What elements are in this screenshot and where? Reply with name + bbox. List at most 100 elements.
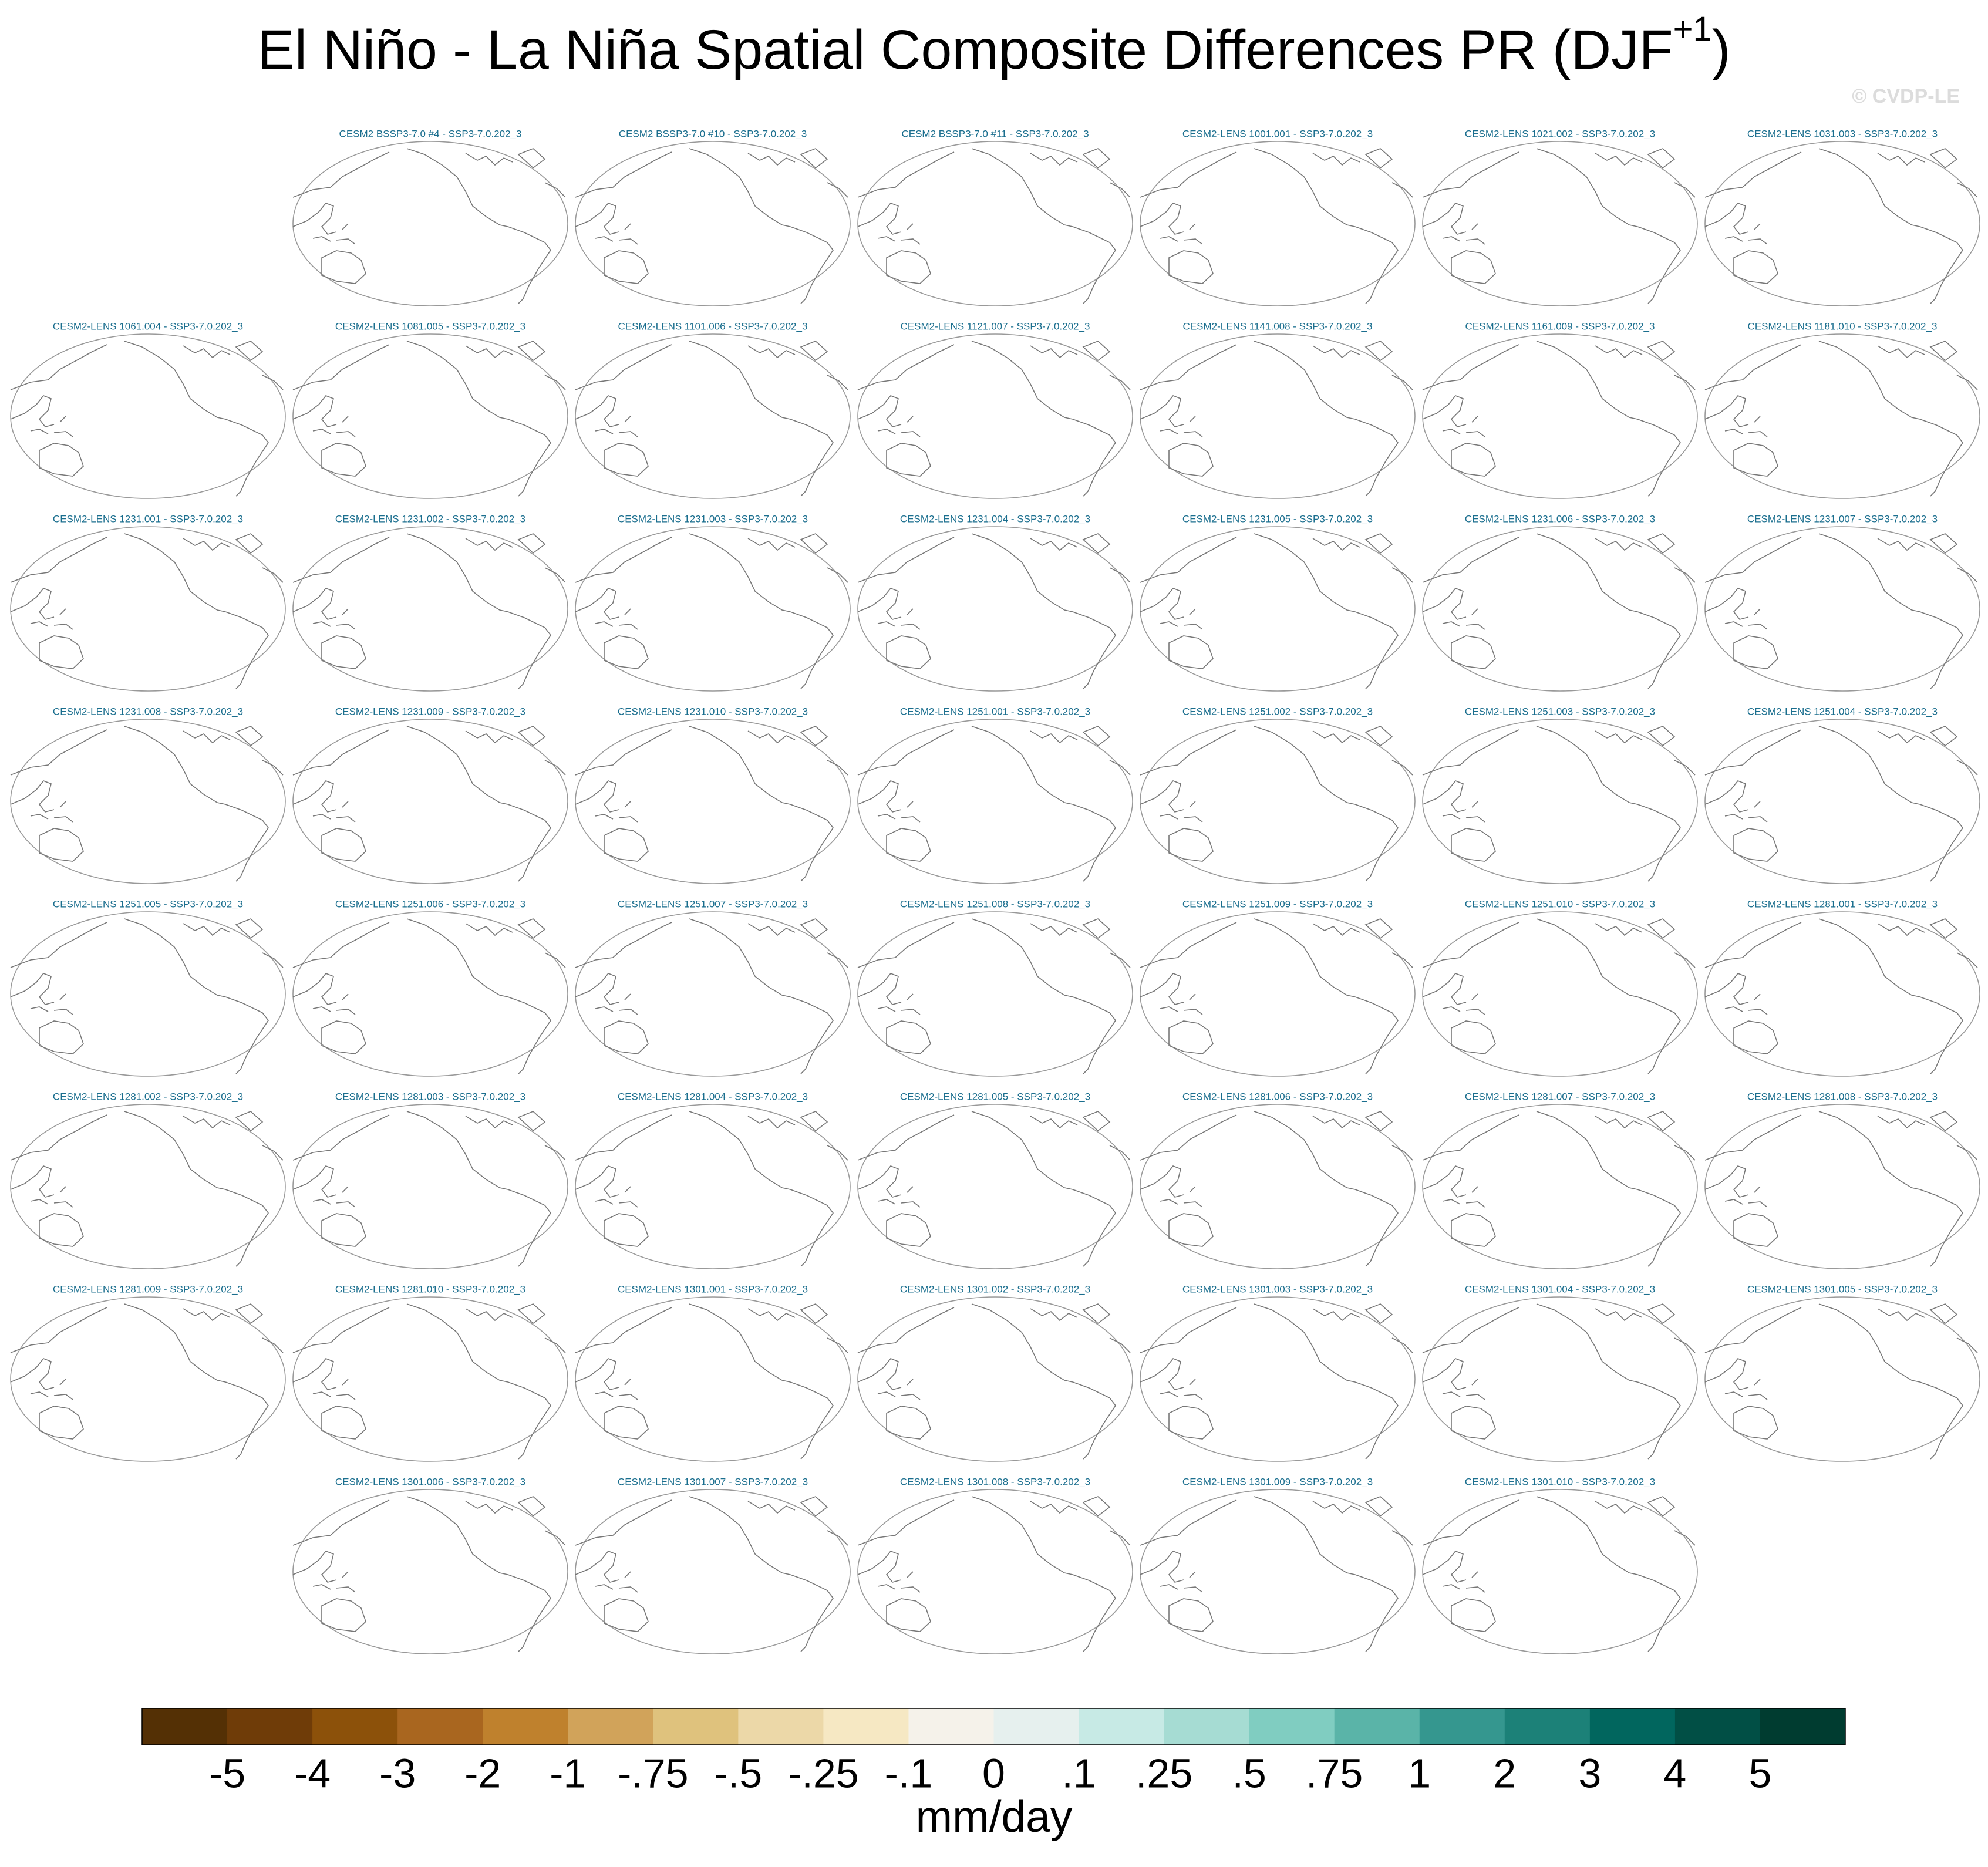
map-panel: CESM2 BSSP3-7.0 #11 - SSP3-7.0.202_3 — [857, 128, 1133, 306]
colorbar-tick-label: -5 — [209, 1750, 245, 1796]
map — [292, 719, 568, 884]
colorbar-box — [823, 1708, 909, 1745]
panel-title: CESM2-LENS 1021.002 - SSP3-7.0.202_3 — [1465, 128, 1655, 139]
map-panel: CESM2-LENS 1061.004 - SSP3-7.0.202_3 — [10, 321, 286, 499]
colorbar-tick-label: .1 — [1062, 1750, 1096, 1796]
map-panel: CESM2-LENS 1141.008 - SSP3-7.0.202_3 — [1140, 321, 1416, 499]
watermark: © CVDP-LE — [1852, 85, 1960, 107]
panel-title: CESM2-LENS 1121.007 - SSP3-7.0.202_3 — [901, 321, 1090, 332]
panel-title: CESM2-LENS 1251.006 - SSP3-7.0.202_3 — [335, 898, 525, 909]
map-panel: CESM2-LENS 1231.010 - SSP3-7.0.202_3 — [575, 706, 851, 884]
panel-title: CESM2-LENS 1231.008 - SSP3-7.0.202_3 — [53, 706, 243, 717]
colorbar-tick-label: 4 — [1663, 1750, 1686, 1796]
colorbar-tick-label: -4 — [294, 1750, 331, 1796]
panel-title: CESM2-LENS 1301.001 - SSP3-7.0.202_3 — [618, 1283, 808, 1295]
map — [1422, 911, 1698, 1077]
colorbar-tick-label: -3 — [379, 1750, 416, 1796]
map — [10, 1104, 286, 1269]
map — [857, 526, 1133, 692]
panel-title: CESM2-LENS 1281.002 - SSP3-7.0.202_3 — [53, 1091, 243, 1102]
colorbar-box — [1419, 1708, 1505, 1745]
colorbar-box — [568, 1708, 653, 1745]
panel-title: CESM2 BSSP3-7.0 #4 - SSP3-7.0.202_3 — [339, 128, 522, 139]
panel-title: CESM2-LENS 1301.004 - SSP3-7.0.202_3 — [1465, 1283, 1655, 1295]
map-panel: CESM2-LENS 1231.007 - SSP3-7.0.202_3 — [1704, 513, 1980, 692]
panel-title: CESM2-LENS 1251.007 - SSP3-7.0.202_3 — [618, 898, 808, 909]
colorbar-box — [1079, 1708, 1165, 1745]
panel-title: CESM2-LENS 1231.002 - SSP3-7.0.202_3 — [335, 513, 525, 524]
colorbar-box — [227, 1708, 313, 1745]
panel-title: CESM2-LENS 1101.006 - SSP3-7.0.202_3 — [618, 321, 808, 332]
map-panel: CESM2-LENS 1251.007 - SSP3-7.0.202_3 — [575, 898, 851, 1077]
panel-title: CESM2-LENS 1251.004 - SSP3-7.0.202_3 — [1747, 706, 1938, 717]
map-panel: CESM2-LENS 1281.005 - SSP3-7.0.202_3 — [857, 1091, 1133, 1269]
panel-title: CESM2-LENS 1031.003 - SSP3-7.0.202_3 — [1747, 128, 1938, 139]
map-panel: CESM2-LENS 1281.002 - SSP3-7.0.202_3 — [10, 1091, 286, 1269]
map — [1422, 141, 1698, 306]
map — [292, 1489, 568, 1654]
map — [10, 1296, 286, 1462]
map-panel: CESM2-LENS 1281.006 - SSP3-7.0.202_3 — [1140, 1091, 1416, 1269]
colorbar-tick-label: .5 — [1232, 1750, 1266, 1796]
map-panel: CESM2-LENS 1231.002 - SSP3-7.0.202_3 — [292, 513, 568, 692]
map — [857, 1489, 1133, 1654]
colorbar-tick-label: .25 — [1135, 1750, 1192, 1796]
map — [857, 719, 1133, 884]
map-panel: CESM2 BSSP3-7.0 #4 - SSP3-7.0.202_3 — [292, 128, 568, 306]
map-panel: CESM2-LENS 1301.001 - SSP3-7.0.202_3 — [575, 1283, 851, 1462]
map-panel: CESM2-LENS 1301.005 - SSP3-7.0.202_3 — [1704, 1283, 1980, 1462]
map — [575, 1489, 851, 1654]
map-panel: CESM2-LENS 1251.004 - SSP3-7.0.202_3 — [1704, 706, 1980, 884]
map — [1140, 1296, 1416, 1462]
panel-title: CESM2-LENS 1231.005 - SSP3-7.0.202_3 — [1182, 513, 1373, 524]
map-panel: CESM2-LENS 1251.002 - SSP3-7.0.202_3 — [1140, 706, 1416, 884]
colorbar-box — [908, 1708, 994, 1745]
map-panel: CESM2-LENS 1301.007 - SSP3-7.0.202_3 — [575, 1476, 851, 1654]
colorbar-tick-label: 1 — [1408, 1750, 1431, 1796]
map-panel: CESM2-LENS 1281.001 - SSP3-7.0.202_3 — [1704, 898, 1980, 1077]
map — [857, 1104, 1133, 1269]
map — [857, 911, 1133, 1077]
map — [292, 911, 568, 1077]
map-panel: CESM2-LENS 1281.007 - SSP3-7.0.202_3 — [1422, 1091, 1698, 1269]
panel-title: CESM2-LENS 1281.010 - SSP3-7.0.202_3 — [335, 1283, 525, 1295]
colorbar-tick-label: -.25 — [788, 1750, 859, 1796]
map-panel: CESM2-LENS 1251.006 - SSP3-7.0.202_3 — [292, 898, 568, 1077]
map — [1140, 333, 1416, 499]
map-panel: CESM2-LENS 1001.001 - SSP3-7.0.202_3 — [1140, 128, 1416, 306]
map-panel: CESM2-LENS 1301.002 - SSP3-7.0.202_3 — [857, 1283, 1133, 1462]
map — [1140, 719, 1416, 884]
map-panel: CESM2-LENS 1121.007 - SSP3-7.0.202_3 — [857, 321, 1133, 499]
map-panel: CESM2-LENS 1031.003 - SSP3-7.0.202_3 — [1704, 128, 1980, 306]
map-panel: CESM2-LENS 1251.003 - SSP3-7.0.202_3 — [1422, 706, 1698, 884]
colorbar-box — [397, 1708, 483, 1745]
colorbar-tick-label: -2 — [464, 1750, 501, 1796]
map — [575, 911, 851, 1077]
panel-title: CESM2-LENS 1251.009 - SSP3-7.0.202_3 — [1182, 898, 1373, 909]
colorbar-label: mm/day — [916, 1792, 1073, 1841]
colorbar-box — [1760, 1708, 1846, 1745]
panel-title: CESM2-LENS 1301.006 - SSP3-7.0.202_3 — [335, 1476, 525, 1487]
map — [10, 911, 286, 1077]
map-panel: CESM2-LENS 1231.005 - SSP3-7.0.202_3 — [1140, 513, 1416, 692]
colorbar-box — [1249, 1708, 1335, 1745]
map — [10, 719, 286, 884]
panel-title: CESM2-LENS 1251.002 - SSP3-7.0.202_3 — [1182, 706, 1373, 717]
panel-title: CESM2-LENS 1281.008 - SSP3-7.0.202_3 — [1747, 1091, 1938, 1102]
panel-title: CESM2-LENS 1281.003 - SSP3-7.0.202_3 — [335, 1091, 525, 1102]
map-panel: CESM2-LENS 1021.002 - SSP3-7.0.202_3 — [1422, 128, 1698, 306]
panel-title: CESM2-LENS 1281.001 - SSP3-7.0.202_3 — [1747, 898, 1938, 909]
panel-title: CESM2 BSSP3-7.0 #10 - SSP3-7.0.202_3 — [619, 128, 807, 139]
map-panel: CESM2-LENS 1231.004 - SSP3-7.0.202_3 — [857, 513, 1133, 692]
map — [1422, 526, 1698, 692]
map — [1140, 1489, 1416, 1654]
panel-title: CESM2-LENS 1251.003 - SSP3-7.0.202_3 — [1465, 706, 1655, 717]
panel-title: CESM2-LENS 1231.004 - SSP3-7.0.202_3 — [900, 513, 1090, 524]
panel-title: CESM2-LENS 1231.003 - SSP3-7.0.202_3 — [618, 513, 808, 524]
map-panel: CESM2-LENS 1231.009 - SSP3-7.0.202_3 — [292, 706, 568, 884]
map — [857, 1296, 1133, 1462]
map — [1704, 719, 1980, 884]
map — [1422, 1296, 1698, 1462]
title-superscript: +1 — [1673, 10, 1712, 48]
